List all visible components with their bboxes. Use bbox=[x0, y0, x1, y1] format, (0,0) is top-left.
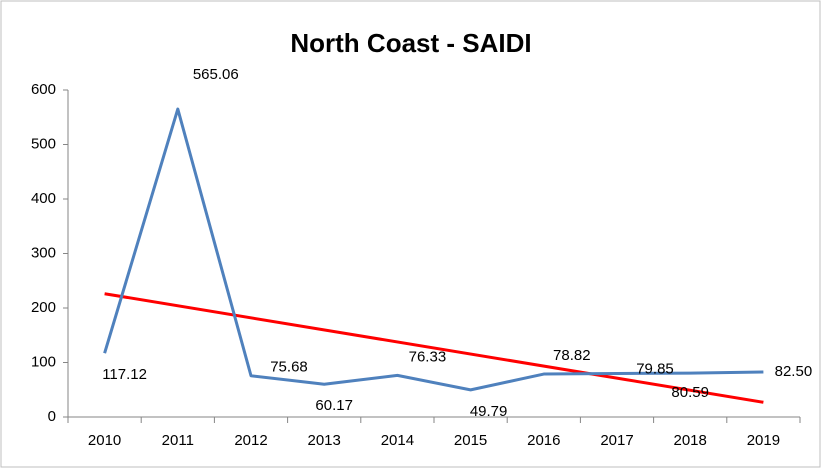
chart-title: North Coast - SAIDI bbox=[290, 28, 531, 58]
y-tick-label: 0 bbox=[48, 408, 56, 425]
data-label: 75.68 bbox=[270, 359, 308, 376]
data-label: 565.06 bbox=[193, 66, 239, 83]
x-tick-label: 2010 bbox=[88, 432, 121, 449]
y-tick-label: 200 bbox=[31, 299, 56, 316]
x-tick-label: 2014 bbox=[381, 432, 414, 449]
x-tick-label: 2019 bbox=[747, 432, 780, 449]
y-tick-label: 300 bbox=[31, 244, 56, 261]
data-label: 60.17 bbox=[315, 397, 353, 414]
data-label: 76.33 bbox=[409, 348, 447, 365]
y-tick-label: 600 bbox=[31, 81, 56, 98]
data-label: 80.59 bbox=[671, 384, 709, 401]
data-label: 82.50 bbox=[775, 363, 813, 380]
data-label: 117.12 bbox=[102, 366, 147, 383]
y-tick-label: 400 bbox=[31, 190, 56, 207]
data-label: 49.79 bbox=[470, 403, 508, 420]
y-tick-label: 100 bbox=[31, 353, 56, 370]
x-tick-label: 2016 bbox=[527, 432, 560, 449]
x-tick-label: 2013 bbox=[308, 432, 341, 449]
x-tick-label: 2015 bbox=[454, 432, 487, 449]
y-tick-label: 500 bbox=[31, 135, 56, 152]
x-tick-label: 2012 bbox=[234, 432, 267, 449]
data-line bbox=[103, 107, 764, 392]
x-tick-label: 2011 bbox=[162, 432, 194, 449]
data-label: 79.85 bbox=[636, 360, 674, 377]
x-tick-label: 2017 bbox=[600, 432, 633, 449]
trend-line bbox=[104, 292, 764, 404]
x-tick-label: 2018 bbox=[674, 432, 707, 449]
data-label: 78.82 bbox=[553, 347, 591, 364]
